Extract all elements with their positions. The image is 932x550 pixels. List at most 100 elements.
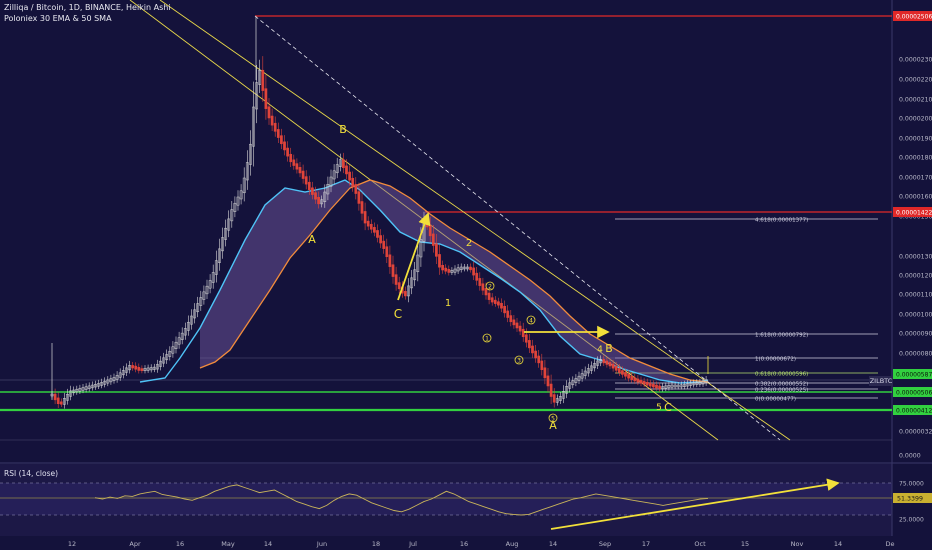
candle-body xyxy=(627,374,630,379)
x-tick-label: 14 xyxy=(549,540,557,548)
fib-level-label: 0.618(0.00000596) xyxy=(755,371,808,377)
x-tick-label: 16 xyxy=(176,540,184,548)
candle-body xyxy=(168,350,172,357)
candle-body xyxy=(574,378,578,383)
wave-label: C xyxy=(664,401,672,414)
candle-body xyxy=(397,282,401,290)
price-label: 0.00000587 xyxy=(896,371,932,378)
candle-body xyxy=(648,382,652,387)
candle-body xyxy=(509,315,513,323)
candle-body xyxy=(431,233,435,246)
candle-body xyxy=(642,381,646,385)
candle-body xyxy=(456,267,460,272)
candle-body xyxy=(329,176,333,187)
indicator-legend: Poloniex 30 EMA & 50 SMA xyxy=(4,14,112,23)
candle-body xyxy=(475,272,479,281)
candle-body xyxy=(63,398,66,405)
candle-body xyxy=(230,209,234,222)
candle-body xyxy=(97,383,100,387)
wave-circle xyxy=(548,413,558,423)
candle-body xyxy=(301,170,305,179)
candle-body xyxy=(453,268,457,273)
candle-body xyxy=(307,181,311,190)
candle-body xyxy=(459,266,463,271)
candle-body xyxy=(621,370,624,375)
x-tick-label: May xyxy=(221,540,235,548)
candle-body xyxy=(125,367,128,373)
candle-body xyxy=(295,163,299,170)
candle-body xyxy=(354,184,358,194)
candle-body xyxy=(109,378,113,383)
candle-body xyxy=(664,385,668,389)
ema-30-line xyxy=(139,179,709,384)
candle-body xyxy=(450,269,454,273)
candle-body xyxy=(255,82,258,110)
candle-body xyxy=(379,235,382,244)
trend-channel-upper xyxy=(159,0,791,441)
candle-body xyxy=(134,365,138,370)
candle-body xyxy=(518,325,522,332)
wave-circle xyxy=(482,333,492,343)
candle-body xyxy=(298,167,302,174)
candle-body xyxy=(128,365,131,371)
candle-body xyxy=(280,135,283,145)
candle-body xyxy=(559,396,562,401)
rsi-line xyxy=(94,484,709,516)
candle-body xyxy=(174,341,178,349)
candle-body xyxy=(500,302,503,309)
candle-body xyxy=(245,162,249,181)
candle-body xyxy=(565,386,568,394)
price-label: 0.00002506 xyxy=(896,13,932,20)
wave-label: 2 xyxy=(466,238,472,249)
wave-circle xyxy=(485,281,495,291)
candle-body xyxy=(683,383,686,387)
candle-body xyxy=(614,365,618,371)
rsi-band xyxy=(0,483,892,515)
candle-body xyxy=(497,301,500,306)
candle-body xyxy=(658,385,661,390)
candle-body xyxy=(568,382,572,389)
candle-body xyxy=(143,368,147,371)
candle-body xyxy=(602,359,606,364)
chart-title: Zilliqa / Bitcoin, 1D, BINANCE, Heikin A… xyxy=(4,3,171,12)
candle-body xyxy=(481,283,485,291)
candle-body xyxy=(425,223,429,228)
candle-body xyxy=(645,381,649,386)
wave-number: 3 xyxy=(517,357,521,364)
candle-body xyxy=(521,328,525,338)
candle-body xyxy=(416,254,420,273)
candle-body xyxy=(695,382,699,385)
candle-body xyxy=(673,384,677,388)
candle-body xyxy=(515,322,519,329)
x-tick-label: 14 xyxy=(834,540,842,548)
candle-body xyxy=(512,319,516,326)
fib-level-label: 0.236(0.00000525) xyxy=(755,387,808,393)
candle-body xyxy=(611,363,615,369)
candle-body xyxy=(633,377,637,382)
wave-label: 4 xyxy=(597,345,603,355)
candle-body xyxy=(351,177,355,187)
candle-body xyxy=(149,367,153,371)
candle-body xyxy=(103,380,107,385)
candle-body xyxy=(292,159,296,166)
candle-body xyxy=(410,277,413,289)
candle-body xyxy=(137,367,141,371)
rsi-tick-label: 75.0000 xyxy=(899,481,924,488)
candle-body xyxy=(348,171,351,181)
symbol-badge: ZILBTC xyxy=(869,376,893,386)
impulse-arrow xyxy=(397,212,431,301)
candle-body xyxy=(87,385,91,389)
x-tick-label: Jun xyxy=(316,540,327,548)
candle-body xyxy=(261,69,265,91)
candle-body xyxy=(580,373,584,379)
candle-body xyxy=(100,382,103,386)
candle-body xyxy=(478,278,482,286)
candle-body xyxy=(162,357,165,364)
candle-body xyxy=(286,147,289,157)
x-tick-label: 14 xyxy=(264,540,272,548)
